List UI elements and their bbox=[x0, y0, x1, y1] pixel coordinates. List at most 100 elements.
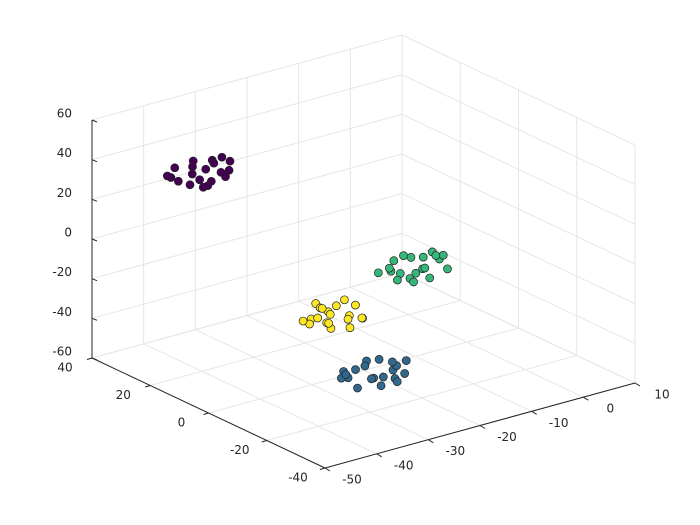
y-tick bbox=[319, 467, 326, 470]
point bbox=[420, 263, 430, 273]
x-tick bbox=[376, 453, 382, 458]
grid-line bbox=[91, 193, 403, 280]
y-tick-label: 20 bbox=[116, 388, 131, 402]
point bbox=[387, 357, 397, 367]
point bbox=[425, 273, 435, 283]
z-tick-label: -60 bbox=[52, 345, 72, 359]
point bbox=[374, 355, 384, 364]
x-tick bbox=[531, 410, 537, 415]
y-tick bbox=[86, 357, 93, 360]
z-tick-label: 40 bbox=[57, 146, 72, 160]
z-tick-label: -20 bbox=[52, 265, 72, 279]
grid-line bbox=[401, 153, 636, 265]
grid-line bbox=[91, 34, 403, 121]
point bbox=[313, 313, 323, 323]
point bbox=[224, 165, 234, 175]
point bbox=[225, 156, 235, 166]
y-tick bbox=[145, 385, 151, 388]
point bbox=[325, 310, 335, 319]
x-tick-label: 10 bbox=[654, 388, 669, 402]
point bbox=[343, 314, 353, 324]
point bbox=[389, 256, 399, 265]
point bbox=[209, 158, 219, 168]
y-tick-label: -20 bbox=[230, 443, 250, 457]
z-tick bbox=[91, 159, 98, 163]
x-tick bbox=[324, 467, 331, 472]
point bbox=[351, 300, 360, 310]
z-tick-label: 20 bbox=[57, 186, 72, 200]
point bbox=[345, 323, 355, 333]
grid-line bbox=[91, 272, 403, 359]
point bbox=[400, 369, 410, 378]
point bbox=[431, 251, 441, 260]
grid-line bbox=[150, 300, 461, 386]
point bbox=[195, 175, 205, 185]
z-tick-label: 60 bbox=[57, 107, 72, 121]
x-tick-label: -40 bbox=[394, 458, 414, 472]
point bbox=[324, 318, 333, 328]
grid-line bbox=[401, 74, 636, 186]
point bbox=[376, 381, 386, 391]
point bbox=[201, 164, 211, 174]
point bbox=[399, 251, 408, 260]
y-tick bbox=[203, 412, 209, 415]
point bbox=[393, 275, 402, 285]
point bbox=[162, 171, 172, 181]
x-tick bbox=[428, 439, 434, 444]
y-tick-label: 0 bbox=[178, 416, 186, 430]
point bbox=[298, 316, 308, 326]
y-tick-label: -40 bbox=[288, 471, 308, 485]
z-tick bbox=[91, 317, 98, 321]
point bbox=[373, 268, 383, 278]
x-tick-label: -50 bbox=[342, 473, 362, 487]
point bbox=[217, 152, 227, 162]
grid-line bbox=[91, 232, 403, 319]
grid-line bbox=[401, 272, 636, 384]
point bbox=[360, 361, 370, 371]
point bbox=[357, 313, 367, 323]
point bbox=[401, 356, 411, 365]
point bbox=[188, 162, 197, 172]
grid-line bbox=[91, 74, 403, 161]
point bbox=[351, 365, 360, 374]
point bbox=[406, 253, 416, 262]
point bbox=[384, 263, 394, 273]
grid-line bbox=[266, 355, 577, 441]
x-tick-label: -10 bbox=[549, 416, 569, 430]
point bbox=[378, 372, 388, 382]
point bbox=[317, 304, 327, 313]
x-tick bbox=[634, 382, 641, 387]
z-tick bbox=[91, 278, 98, 282]
grid-line bbox=[401, 193, 636, 305]
point bbox=[170, 163, 180, 173]
point bbox=[418, 252, 428, 262]
point bbox=[185, 180, 195, 190]
z-tick bbox=[91, 357, 98, 361]
z-tick bbox=[91, 119, 98, 123]
y-tick bbox=[261, 440, 267, 443]
point bbox=[353, 383, 362, 393]
point bbox=[203, 181, 213, 191]
grid-line bbox=[91, 153, 403, 240]
y-tick-label: 40 bbox=[57, 361, 72, 375]
x-tick bbox=[479, 425, 486, 429]
point bbox=[187, 169, 197, 179]
point bbox=[392, 377, 402, 387]
x-tick-label: -30 bbox=[446, 444, 466, 458]
z-tick bbox=[91, 238, 98, 242]
point bbox=[438, 250, 448, 260]
x-tick-label: 0 bbox=[607, 402, 615, 416]
grid-line bbox=[208, 327, 519, 414]
point bbox=[332, 301, 341, 311]
point bbox=[367, 374, 376, 384]
grid-line bbox=[91, 113, 403, 200]
point bbox=[340, 295, 349, 305]
z-tick-label: -40 bbox=[52, 305, 72, 319]
grid-line bbox=[401, 34, 636, 146]
point bbox=[173, 176, 183, 186]
z-tick-label: 0 bbox=[64, 226, 72, 240]
x-tick bbox=[583, 396, 589, 401]
point bbox=[341, 370, 351, 379]
